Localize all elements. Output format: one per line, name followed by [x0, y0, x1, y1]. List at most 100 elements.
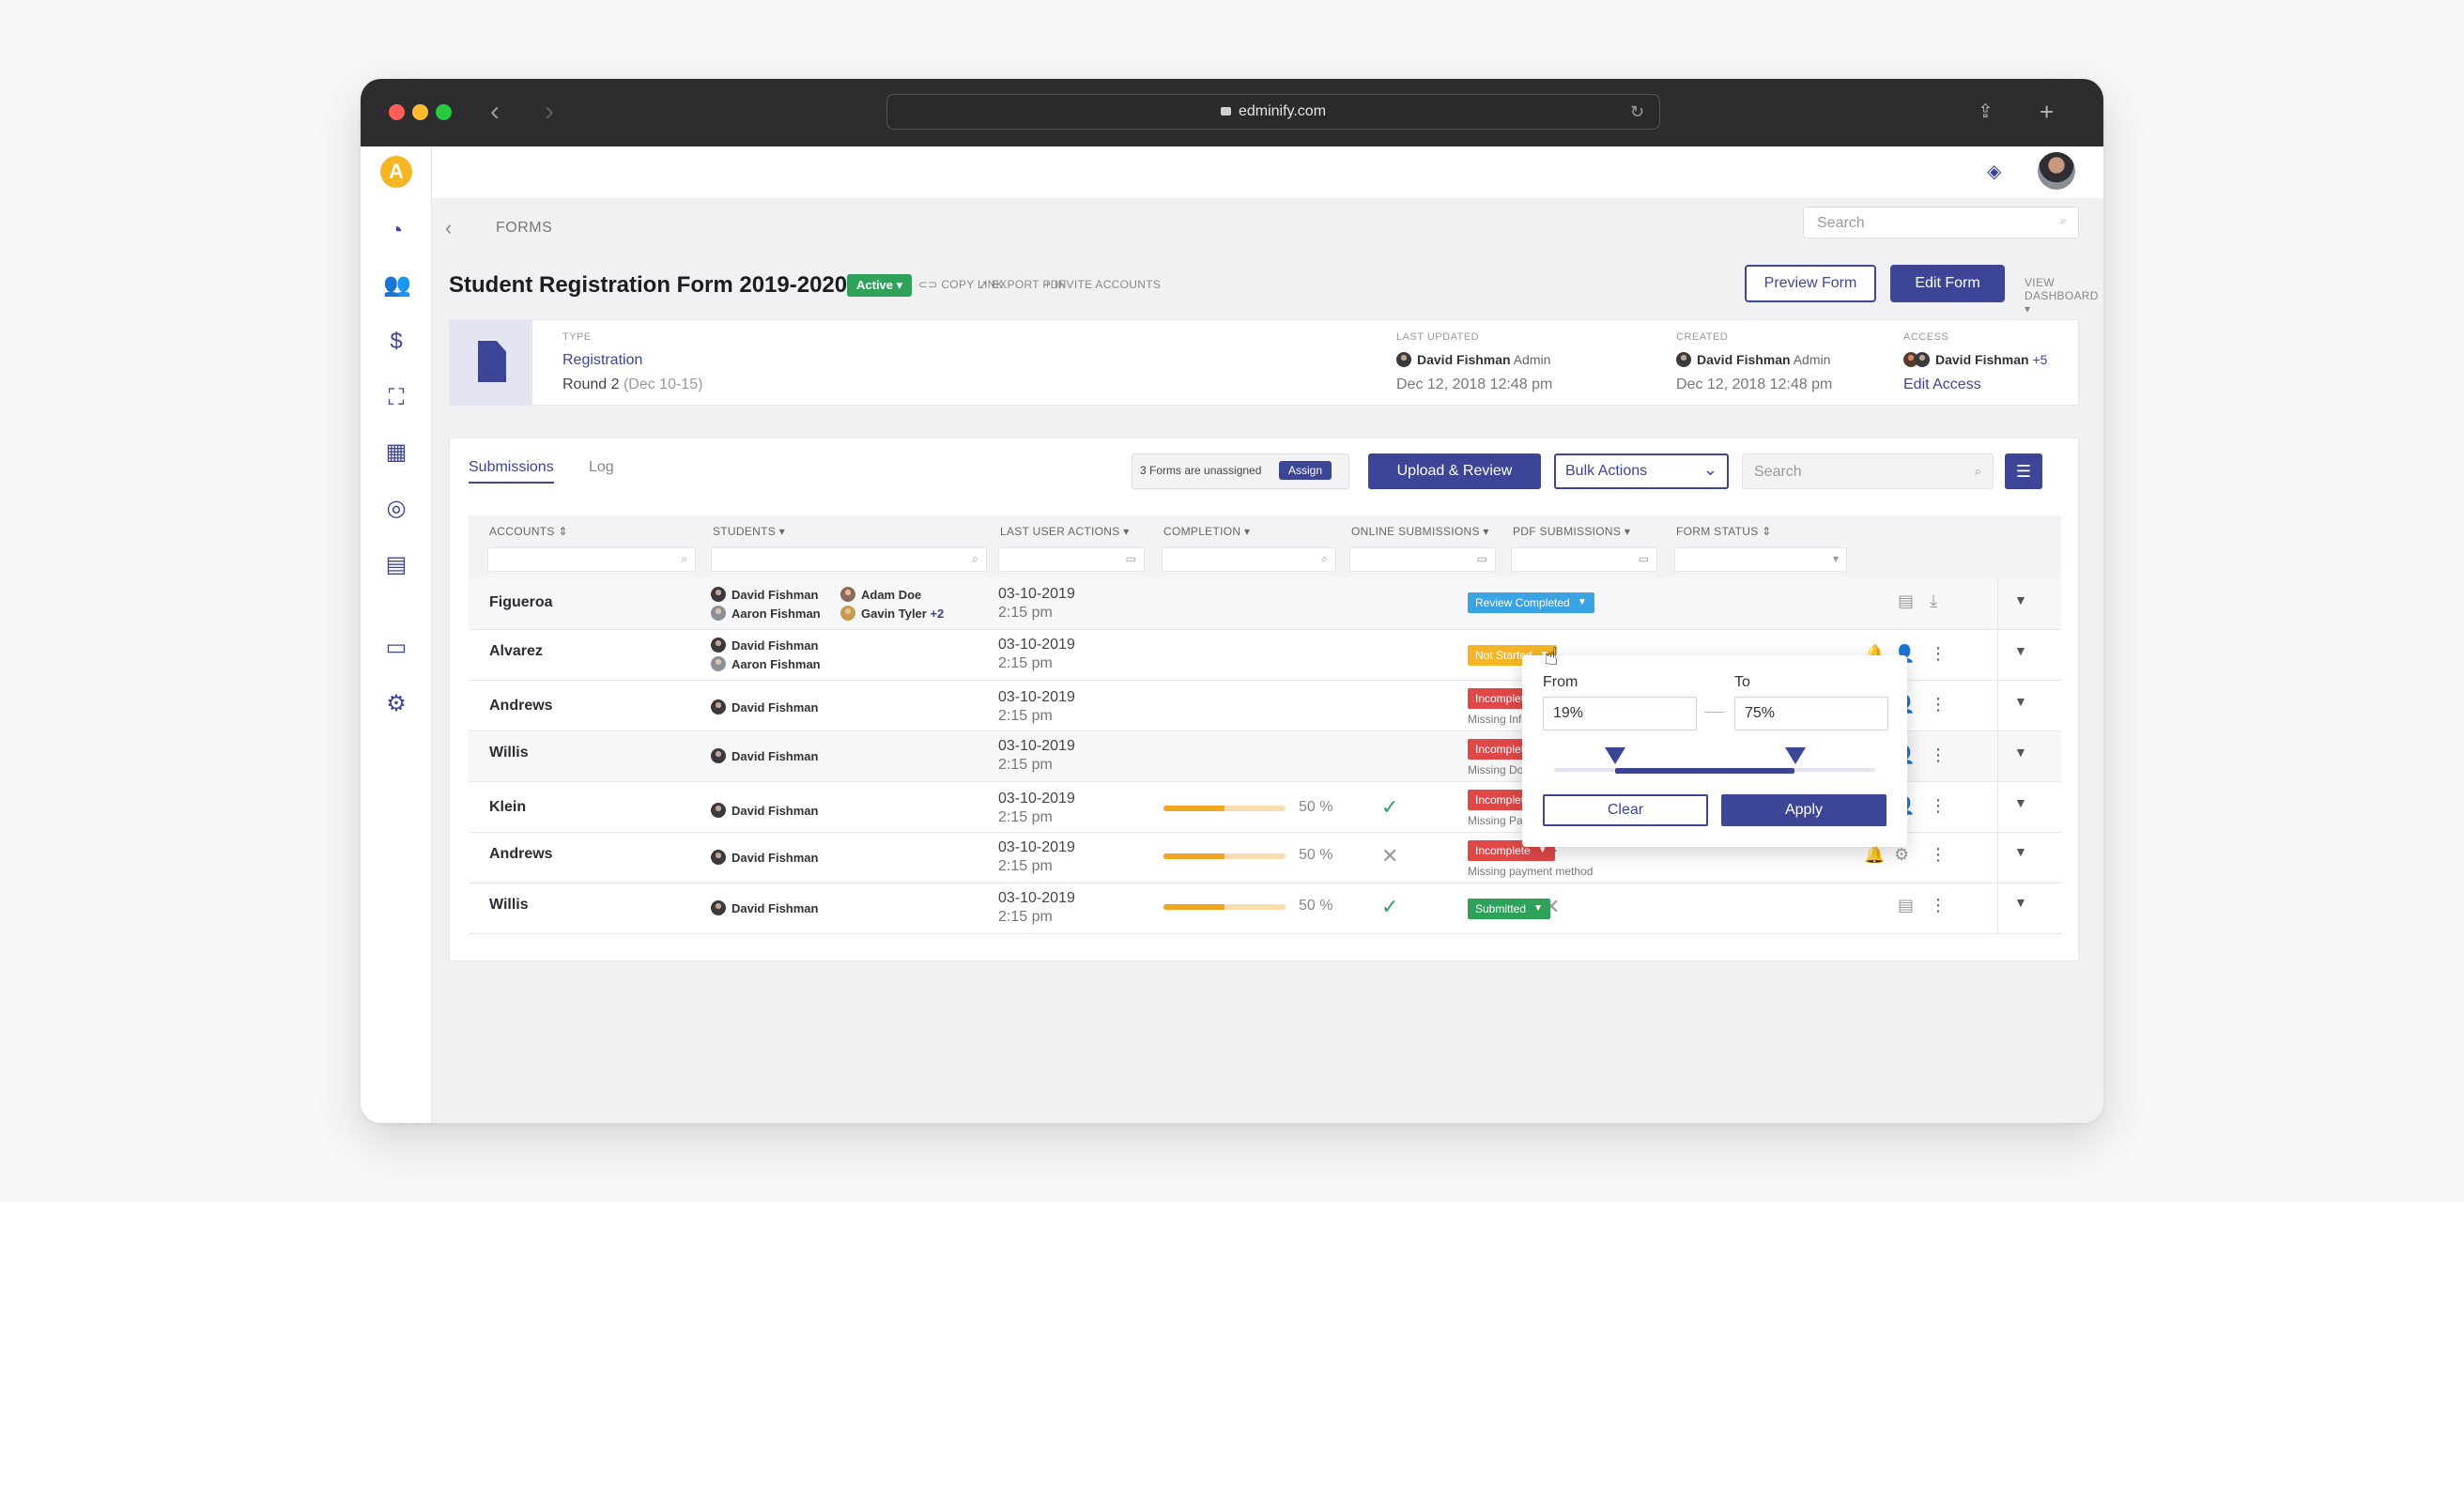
document-icon[interactable]: ▤: [1898, 896, 1915, 914]
app-logo[interactable]: A: [380, 156, 412, 188]
breadcrumb[interactable]: FORMS: [496, 220, 553, 236]
gear-icon[interactable]: ⚙: [1894, 845, 1910, 864]
more-options-icon[interactable]: ⋮: [1930, 745, 1947, 764]
copy-link-button[interactable]: ⊂⊃ COPY LINK: [918, 278, 1004, 291]
bulk-actions-dropdown[interactable]: Bulk Actions ⌄: [1554, 453, 1729, 489]
tab-log[interactable]: Log: [589, 459, 614, 475]
online-filter-input[interactable]: ▭: [1349, 547, 1496, 572]
column-online-submissions[interactable]: ONLINE SUBMISSIONS ▾: [1351, 525, 1489, 538]
back-icon[interactable]: ‹: [490, 96, 500, 127]
expand-row-icon[interactable]: ▼: [2014, 844, 2027, 859]
column-completion[interactable]: COMPLETION ▾: [1163, 525, 1251, 538]
gear-icon[interactable]: ⚙: [386, 691, 407, 716]
table-row[interactable]: Figueroa David Fishman Aaron Fishman Ada…: [469, 577, 2061, 630]
expand-row-icon[interactable]: ▼: [2014, 694, 2027, 709]
table-row[interactable]: Alvarez David Fishman Aaron Fishman 03-1…: [469, 630, 2061, 681]
forms-icon[interactable]: ▤: [385, 552, 408, 577]
chat-icon[interactable]: ▭: [385, 635, 408, 660]
range-max-handle[interactable]: [1784, 747, 1806, 764]
edit-access-link[interactable]: Edit Access: [1903, 376, 1981, 392]
accounts-filter-input[interactable]: ⌕: [487, 547, 696, 572]
apply-button[interactable]: Apply: [1721, 794, 1886, 826]
document-icon[interactable]: ▤: [1898, 592, 1915, 610]
form-status-dropdown[interactable]: Submitted ▼: [1468, 899, 1551, 919]
classroom-icon[interactable]: ⛶: [388, 385, 405, 410]
download-icon[interactable]: ⤓: [1930, 592, 1937, 610]
bell-icon[interactable]: 🔔: [1864, 845, 1886, 864]
tab-submissions[interactable]: Submissions: [469, 459, 554, 484]
to-input[interactable]: 75%: [1734, 697, 1888, 730]
minimize-window-icon[interactable]: [412, 104, 428, 120]
table-row[interactable]: Willis David Fishman 03-10-2019 2:15 pm 5…: [469, 884, 2061, 934]
account-name[interactable]: Andrews: [489, 846, 553, 862]
edit-form-button[interactable]: Edit Form: [1890, 265, 2005, 302]
account-name[interactable]: Alvarez: [489, 643, 543, 659]
export-pdf-link[interactable]: ↗ EXPORT PDF: [978, 278, 1067, 291]
more-options-icon[interactable]: ⋮: [1930, 796, 1947, 815]
support-icon[interactable]: ◎: [386, 496, 407, 521]
expand-row-icon[interactable]: ▼: [2014, 643, 2027, 658]
from-input[interactable]: 19%: [1543, 697, 1697, 730]
speedometer-icon[interactable]: ◔: [389, 218, 404, 243]
back-arrow-icon[interactable]: ‹: [445, 216, 453, 239]
expand-row-icon[interactable]: ▼: [2014, 895, 2027, 910]
form-status-label: Incomplete: [1475, 692, 1531, 705]
dollar-icon[interactable]: $: [390, 329, 403, 354]
access-more-count[interactable]: +5: [2032, 352, 2048, 367]
url-bar[interactable]: edminify.com ↻: [886, 94, 1660, 130]
more-options-icon[interactable]: ⋮: [1930, 644, 1947, 663]
more-students[interactable]: +2: [930, 607, 945, 621]
column-students[interactable]: STUDENTS ▾: [713, 525, 786, 538]
account-name[interactable]: Willis: [489, 897, 529, 913]
global-search-input[interactable]: Search ⌕: [1803, 207, 2079, 238]
browser-window: ‹ › edminify.com ↻ ⇪ + A ◔ 👥 $ ⛶ ▦ ◎ ▤ ▭…: [361, 79, 2103, 1123]
status-note: Missing payment method: [1468, 865, 1594, 878]
last-actions-filter-input[interactable]: ▭: [998, 547, 1145, 572]
submissions-search-input[interactable]: Search ⌕: [1742, 453, 1994, 489]
form-status-dropdown[interactable]: Review Completed ▼: [1468, 592, 1594, 613]
expand-row-icon[interactable]: ▼: [2014, 745, 2027, 760]
created-by-name: David Fishman: [1697, 352, 1791, 367]
account-name[interactable]: Andrews: [489, 698, 553, 714]
forward-icon[interactable]: ›: [545, 96, 554, 127]
status-filter-select[interactable]: ▾: [1674, 547, 1847, 572]
dashboard-icon[interactable]: ▦: [385, 439, 408, 465]
range-min-handle[interactable]: [1604, 747, 1625, 764]
action-time: 2:15 pm: [998, 909, 1053, 925]
more-options-icon[interactable]: ⋮: [1930, 845, 1947, 864]
share-icon[interactable]: ⇪: [1978, 101, 1994, 122]
pdf-filter-input[interactable]: ▭: [1511, 547, 1657, 572]
invite-accounts-button[interactable]: + INVITE ACCOUNTS: [1044, 278, 1162, 291]
account-name[interactable]: Figueroa: [489, 594, 553, 610]
type-value[interactable]: Registration: [562, 352, 643, 368]
expand-row-icon[interactable]: ▼: [2014, 592, 2027, 607]
new-tab-icon[interactable]: +: [2040, 98, 2055, 126]
layers-icon[interactable]: ◈: [1987, 161, 2002, 182]
maximize-window-icon[interactable]: [436, 104, 452, 120]
more-options-icon[interactable]: ⋮: [1930, 896, 1947, 914]
more-options-icon[interactable]: ⋮: [1930, 695, 1947, 714]
assign-button[interactable]: Assign: [1279, 461, 1332, 480]
students-filter-input[interactable]: ⌕: [711, 547, 987, 572]
action-date: 03-10-2019: [998, 791, 1075, 807]
user-avatar[interactable]: [2038, 152, 2075, 190]
view-dashboard-dropdown[interactable]: VIEW DASHBOARD ▾: [2025, 276, 2099, 315]
account-name[interactable]: Willis: [489, 745, 529, 761]
status-badge[interactable]: Active ▾: [847, 274, 913, 297]
expand-row-icon[interactable]: ▼: [2014, 795, 2027, 810]
completion-filter-input[interactable]: ⌕: [1162, 547, 1336, 572]
close-window-icon[interactable]: [389, 104, 405, 120]
reload-icon[interactable]: ↻: [1629, 102, 1644, 121]
account-name[interactable]: Klein: [489, 799, 527, 815]
upload-review-button[interactable]: Upload & Review: [1368, 453, 1541, 489]
users-icon[interactable]: 👥: [383, 272, 411, 298]
filter-settings-button[interactable]: ☰: [2005, 453, 2042, 489]
column-pdf-submissions[interactable]: PDF SUBMISSIONS ▾: [1513, 525, 1631, 538]
preview-form-button[interactable]: Preview Form: [1745, 265, 1876, 302]
student-name: David Fishman: [711, 803, 818, 818]
action-date: 03-10-2019: [998, 689, 1075, 705]
column-accounts[interactable]: ACCOUNTS ⇕: [489, 525, 568, 538]
column-form-status[interactable]: FORM STATUS ⇕: [1676, 525, 1772, 538]
clear-button[interactable]: Clear: [1543, 794, 1708, 826]
column-last-user-actions[interactable]: LAST USER ACTIONS ▾: [1000, 525, 1130, 538]
